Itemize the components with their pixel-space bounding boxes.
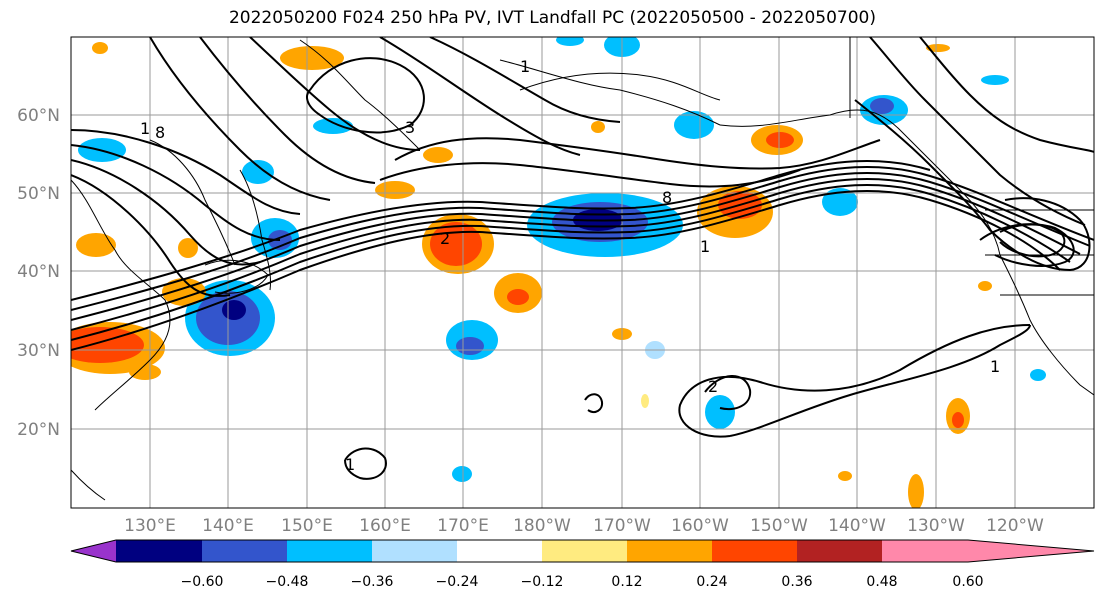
coastlines — [71, 37, 1094, 501]
longitude-labels: 130°E 140°E 150°E 160°E 170°E 180°W 170°… — [124, 516, 1044, 536]
pv-contours — [71, 37, 1094, 480]
pv-blob — [452, 466, 472, 482]
lon-label: 180°W — [513, 516, 571, 536]
colorbar: −0.60 −0.48 −0.36 −0.24 −0.12 0.12 0.24 … — [70, 539, 1095, 590]
lon-label: 170°W — [593, 516, 651, 536]
lon-label: 170°E — [437, 516, 489, 536]
colorbar-segment — [202, 540, 287, 562]
colorbar-segment — [797, 540, 882, 562]
colorbar-tick-label: 0.12 — [611, 574, 642, 590]
pv-blob — [978, 281, 992, 291]
pv-blob — [222, 300, 246, 320]
lon-label: 160°E — [359, 516, 411, 536]
lat-label: 20°N — [17, 420, 60, 440]
pv-blob — [952, 412, 964, 428]
colorbar-segment — [287, 540, 372, 562]
colorbar-tick-label: −0.24 — [436, 574, 479, 590]
contour-label: 8 — [155, 123, 165, 142]
colorbar-segment — [457, 540, 542, 562]
colorbar-segment — [542, 540, 627, 562]
pv-blob — [1030, 369, 1046, 381]
latitude-labels: 60°N 50°N 40°N 30°N 20°N — [17, 106, 60, 440]
pv-blob — [76, 233, 116, 257]
pv-blob — [129, 364, 161, 380]
map-frame — [70, 36, 1095, 509]
colorbar-extend-high — [968, 540, 1094, 562]
colorbar-tick-label: 0.48 — [866, 574, 897, 590]
pv-blob — [981, 75, 1009, 85]
colorbar-tick-label: −0.12 — [521, 574, 564, 590]
pv-blob — [507, 289, 529, 305]
pv-blob — [313, 118, 353, 134]
pv-blob — [838, 471, 852, 481]
gridlines — [71, 37, 1094, 508]
pv-blob — [242, 160, 274, 184]
map-title: 2022050200 F024 250 hPa PV, IVT Landfall… — [228, 8, 876, 28]
lon-label: 140°E — [202, 516, 254, 536]
pv-blob — [423, 147, 453, 163]
pv-blob — [178, 238, 198, 258]
colorbar-tick-label: 0.36 — [781, 574, 812, 590]
colorbar-tick-label: 0.24 — [696, 574, 727, 590]
pv-blob — [908, 474, 924, 508]
map-panel: 1 8 3 8 1 2 1 1 2 1 — [71, 37, 1094, 508]
colorbar-tick-label: −0.60 — [181, 574, 224, 590]
contour-label: 1 — [990, 357, 1000, 376]
contour-label: 1 — [520, 57, 530, 76]
pv-blob — [926, 44, 950, 52]
lat-label: 60°N — [17, 106, 60, 126]
contour-label: 1 — [345, 455, 355, 474]
lat-label: 50°N — [17, 184, 60, 204]
lon-label: 150°E — [281, 516, 333, 536]
colorbar-tick-label: 0.60 — [952, 574, 983, 590]
colorbar-segment — [372, 540, 457, 562]
colorbar-outline — [70, 539, 1095, 563]
contour-label: 3 — [405, 118, 415, 137]
pv-blob — [641, 394, 649, 408]
colorbar-segment — [627, 540, 712, 562]
pv-blob — [92, 42, 108, 54]
contour-label: 1 — [140, 119, 150, 138]
colorbar-segment — [712, 540, 797, 562]
lat-label: 30°N — [17, 341, 60, 361]
colorbar-extend-low — [71, 540, 116, 562]
pv-blob — [822, 188, 858, 216]
lon-label: 140°W — [828, 516, 886, 536]
contour-label: 2 — [708, 377, 718, 396]
pv-blob — [591, 121, 605, 133]
lon-label: 150°W — [750, 516, 808, 536]
colorbar-segment — [116, 540, 202, 562]
colorbar-tick-label: −0.36 — [351, 574, 394, 590]
lat-label: 40°N — [17, 262, 60, 282]
pv-blob — [280, 46, 344, 70]
lon-label: 160°W — [671, 516, 729, 536]
contour-labels: 1 8 3 8 1 2 1 1 2 1 — [140, 57, 1000, 474]
lon-label: 130°W — [907, 516, 965, 536]
colorbar-segment — [882, 540, 968, 562]
contour-label: 8 — [662, 188, 672, 207]
pv-blob — [375, 181, 415, 199]
pv-blob — [556, 37, 584, 46]
lon-label: 130°E — [124, 516, 176, 536]
pv-blob — [705, 395, 735, 429]
pv-blob — [766, 132, 794, 148]
pv-blob — [870, 98, 894, 114]
colorbar-tick-label: −0.48 — [266, 574, 309, 590]
lon-label: 120°W — [986, 516, 1044, 536]
contour-label: 2 — [440, 229, 450, 248]
pv-blob — [456, 337, 484, 355]
contour-label: 1 — [700, 237, 710, 256]
